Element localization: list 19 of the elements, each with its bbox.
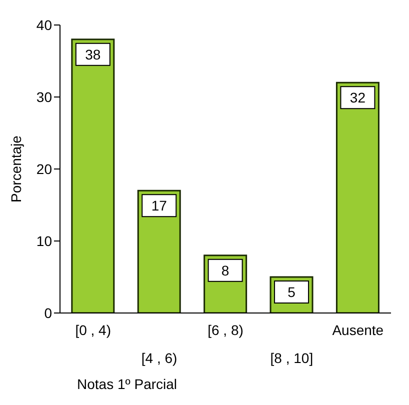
y-tick-label: 0 (44, 304, 52, 321)
bar (336, 82, 380, 313)
x-tick-label: [0 , 4) (75, 322, 111, 338)
y-tick-label: 40 (36, 16, 52, 33)
x-axis-title: Notas 1º Parcial (77, 376, 178, 392)
x-tick-label: [6 , 8) (208, 322, 244, 338)
data-label: 17 (151, 198, 168, 214)
y-tick-label: 20 (36, 160, 52, 177)
y-tick-label: 30 (36, 88, 52, 105)
data-label: 38 (85, 46, 101, 62)
data-label: 32 (350, 90, 366, 106)
bar (71, 38, 115, 313)
x-tick-label: [4 , 6) (141, 350, 178, 366)
y-tick-label: 10 (36, 232, 52, 249)
data-label: 8 (221, 262, 230, 278)
x-tick-label: [8 , 10] (270, 350, 314, 366)
data-label: 5 (288, 284, 296, 300)
x-tick-label: Ausente (332, 322, 384, 338)
y-axis-title: Porcentaje (8, 135, 24, 202)
